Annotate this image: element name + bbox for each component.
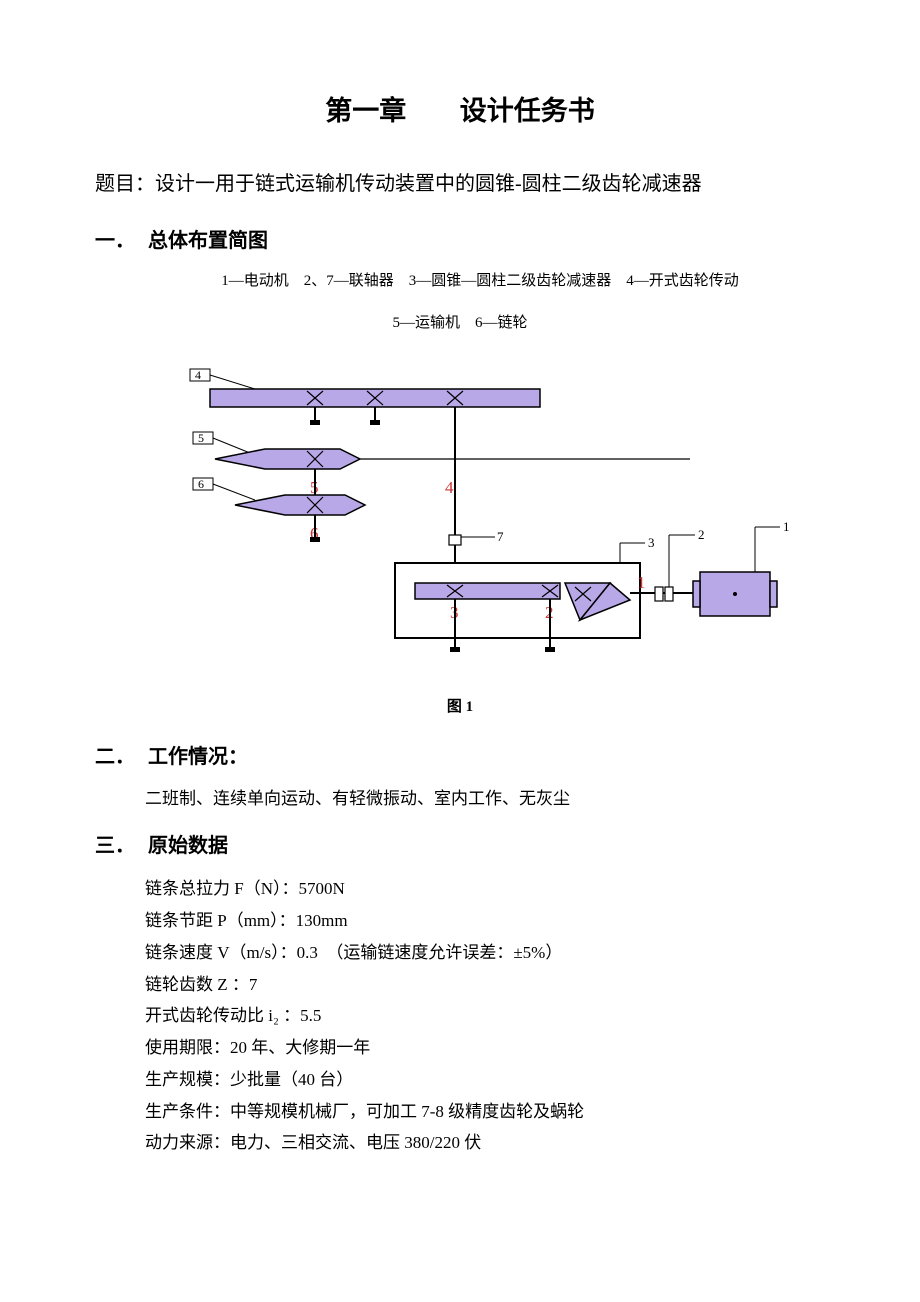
diagram: 4 5 5 6: [135, 365, 795, 665]
data-line: 链条节距 P（mm）：130mm: [145, 906, 825, 936]
data-line: 生产条件：中等规模机械厂，可加工 7-8 级精度齿轮及蜗轮: [145, 1097, 825, 1127]
section-2-title: 工作情况：: [148, 746, 248, 768]
data-line: 使用期限：20 年、大修期一年: [145, 1033, 825, 1063]
data-line: 链条总拉力 F（N）：5700N: [145, 874, 825, 904]
data-line: 链轮齿数 Z ：7: [145, 970, 825, 1000]
data-line: 链条速度 V（m/s）：0.3 （运输链速度允许误差：±5%）: [145, 938, 825, 968]
chapter-label-left: 第一章: [325, 96, 406, 126]
svg-text:1: 1: [783, 519, 790, 534]
svg-text:1: 1: [637, 573, 646, 592]
svg-text:4: 4: [195, 368, 201, 382]
section-1-title: 总体布置简图: [148, 230, 268, 252]
svg-text:4: 4: [445, 478, 454, 497]
section-3-heading: 三． 原始数据: [95, 830, 825, 862]
svg-text:7: 7: [497, 529, 504, 544]
svg-text:3: 3: [648, 535, 655, 550]
legend-line-2: 5—运输机 6—链轮: [95, 311, 825, 335]
data-line: 生产规模：少批量（40 台）: [145, 1065, 825, 1095]
data-line: 开式齿轮传动比 i₂ ：5.5: [145, 1001, 825, 1031]
section-1-heading: 一． 总体布置简图: [95, 225, 825, 257]
section-3-num: 三．: [95, 830, 143, 862]
chapter-label-right: 设计任务书: [460, 96, 595, 126]
svg-text:2: 2: [698, 527, 705, 542]
svg-text:6: 6: [198, 477, 204, 491]
subject-line: 题目：设计一用于链式运输机传动装置中的圆锥-圆柱二级齿轮减速器: [95, 168, 825, 200]
legend-line-1: 1—电动机 2、7—联轴器 3—圆锥—圆柱二级齿轮减速器 4—开式齿轮传动: [95, 269, 825, 293]
section-1-num: 一．: [95, 225, 143, 257]
data-list: 链条总拉力 F（N）：5700N 链条节距 P（mm）：130mm 链条速度 V…: [95, 874, 825, 1158]
section-3-title: 原始数据: [148, 835, 228, 857]
work-description: 二班制、连续单向运动、有轻微振动、室内工作、无灰尘: [95, 785, 825, 812]
data-line: 动力来源：电力、三相交流、电压 380/220 伏: [145, 1128, 825, 1158]
svg-text:5: 5: [198, 431, 204, 445]
section-2-num: 二．: [95, 741, 143, 773]
figure-caption: 图 1: [95, 695, 825, 719]
section-2-heading: 二． 工作情况：: [95, 741, 825, 773]
chapter-title: 第一章 设计任务书: [95, 90, 825, 133]
